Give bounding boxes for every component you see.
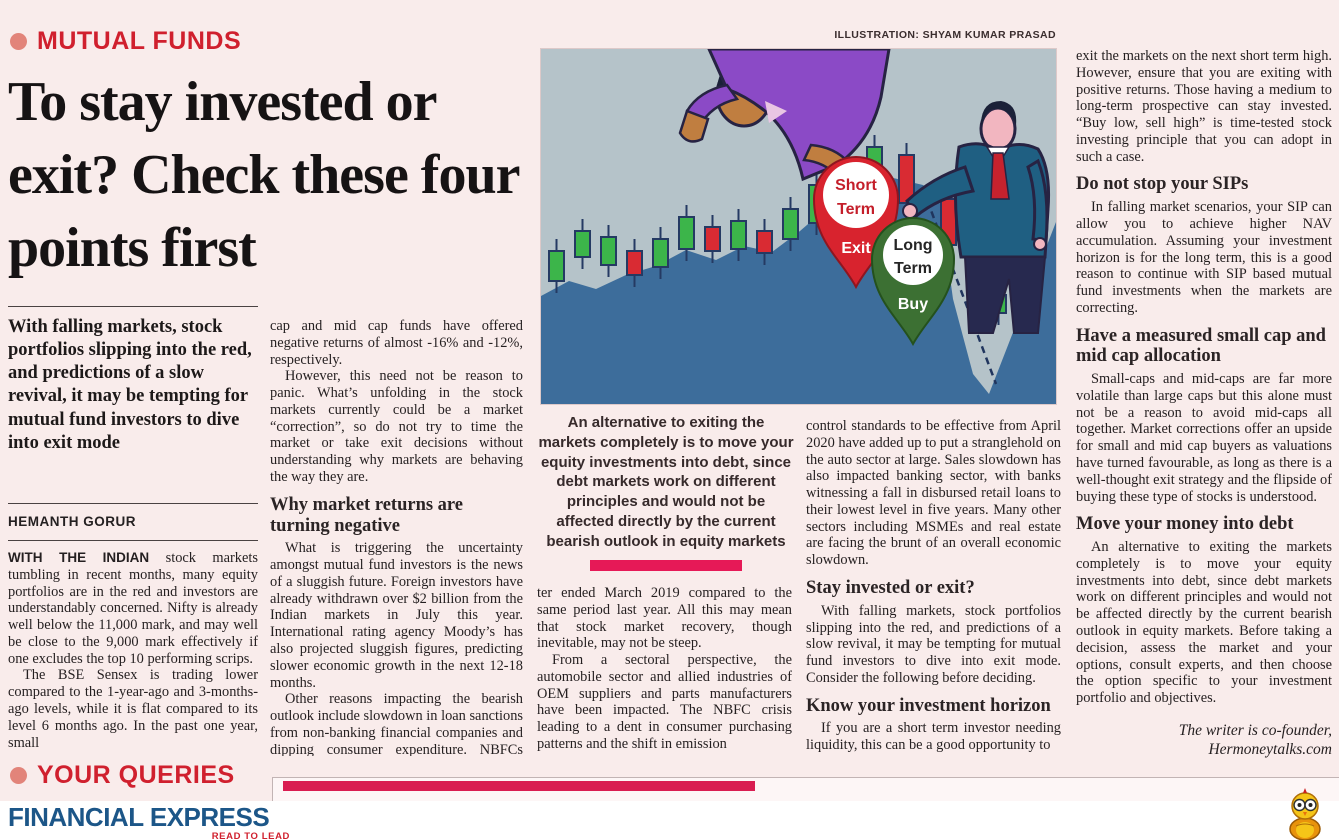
pin-text: Short bbox=[835, 177, 877, 194]
paragraph: What is triggering the uncertainty among… bbox=[270, 540, 523, 691]
article-column-5: exit the markets on the next short term … bbox=[1076, 48, 1332, 760]
paragraph: With falling markets, stock portfolios s… bbox=[806, 602, 1061, 686]
pin-text: Term bbox=[894, 260, 932, 277]
illustration: Short Term Exit Long Term Buy bbox=[540, 47, 1057, 405]
signoff-line: Hermoneytalks.com bbox=[1208, 741, 1332, 759]
queries-red-bar bbox=[283, 781, 755, 791]
paragraph: In falling market scenarios, your SIP ca… bbox=[1076, 199, 1332, 316]
queries-section-header: YOUR QUERIES bbox=[10, 761, 235, 790]
byline: HEMANTH GORUR bbox=[8, 514, 136, 529]
divider bbox=[8, 306, 258, 307]
leaning-investor-figure bbox=[678, 47, 891, 182]
section-bullet-icon bbox=[10, 767, 27, 784]
author-signoff: The writer is co-founder, Hermoneytalks.… bbox=[1076, 721, 1332, 760]
paragraph: Other reasons impacting the bearish outl… bbox=[270, 691, 523, 756]
paragraph: WITH THE INDIAN stock markets tumbling i… bbox=[8, 550, 258, 667]
subhead: Stay invested or exit? bbox=[806, 578, 975, 599]
section-header: MUTUAL FUNDS bbox=[10, 27, 241, 56]
lead-in: WITH THE INDIAN bbox=[8, 550, 150, 565]
headline: To stay invested or exit? Check these fo… bbox=[8, 71, 519, 279]
pin-text: Exit bbox=[841, 240, 871, 257]
paragraph: exit the markets on the next short term … bbox=[1076, 48, 1332, 165]
illustration-credit: ILLUSTRATION: SHYAM KUMAR PRASAD bbox=[834, 29, 1056, 41]
signoff-line: The writer is co-founder, bbox=[1178, 721, 1332, 739]
capture-meta: Tue, 13 August 2019 epaper.financialexpr… bbox=[296, 802, 661, 840]
long-term-buy-pin: Long Term Buy bbox=[870, 217, 956, 347]
pull-quote-caption: An alternative to exiting the markets co… bbox=[538, 414, 794, 550]
subhead: Why market returns are turning negative bbox=[270, 494, 464, 536]
subhead: Know your investment horizon bbox=[806, 695, 1051, 716]
section-bullet-icon bbox=[10, 33, 27, 50]
pin-text: Term bbox=[837, 201, 875, 218]
paragraph: An alternative to exiting the markets co… bbox=[1076, 539, 1332, 707]
article-column-1: WITH THE INDIAN stock markets tumbling i… bbox=[8, 550, 258, 756]
article-column-3: ter ended March 2019 compared to the sam… bbox=[537, 585, 792, 757]
section-label: MUTUAL FUNDS bbox=[37, 27, 242, 55]
brand-tagline: READ TO LEAD bbox=[211, 831, 290, 840]
paragraph: Small-caps and mid-caps are far more vol… bbox=[1076, 371, 1332, 505]
paragraph: However, this need not be reason to pani… bbox=[270, 368, 523, 486]
paragraph-text: stock markets tumbling in recent months,… bbox=[8, 550, 258, 667]
paragraph: The BSE Sensex is trading lower compared… bbox=[8, 667, 258, 751]
subhead: Do not stop your SIPs bbox=[1076, 174, 1249, 195]
subhead: Move your money into debt bbox=[1076, 514, 1294, 535]
article-column-2: cap and mid cap funds have offered negat… bbox=[270, 318, 523, 756]
paragraph: ter ended March 2019 compared to the sam… bbox=[537, 585, 792, 652]
queries-box bbox=[272, 777, 1339, 802]
pin-text: Buy bbox=[898, 296, 928, 313]
caption-underline-bar bbox=[590, 560, 742, 571]
paragraph: cap and mid cap funds have offered negat… bbox=[270, 318, 523, 368]
paragraph: If you are a short term investor needing… bbox=[806, 720, 1061, 754]
market-illustration-svg: Short Term Exit Long Term Buy bbox=[541, 47, 1056, 404]
businessman-figure bbox=[902, 101, 1050, 334]
footer: FINANCIAL EXPRESS READ TO LEAD Tue, 13 A… bbox=[0, 788, 1339, 840]
subhead: Have a measured small cap and mid cap al… bbox=[1076, 325, 1326, 367]
owl-mascot-icon bbox=[1289, 788, 1321, 840]
dashed-decline-line bbox=[921, 188, 998, 385]
divider bbox=[8, 540, 258, 541]
queries-label: YOUR QUERIES bbox=[37, 761, 235, 789]
paragraph: From a sectoral perspective, the automob… bbox=[537, 652, 792, 753]
pin-text: Long bbox=[893, 237, 932, 254]
article-column-4: control standards to be effective from A… bbox=[806, 418, 1061, 758]
divider bbox=[8, 503, 258, 504]
brand-name: FINANCIAL EXPRESS bbox=[8, 802, 270, 832]
standfirst: With falling markets, stock portfolios s… bbox=[8, 317, 252, 453]
financial-express-logo: FINANCIAL EXPRESS READ TO LEAD bbox=[8, 804, 290, 840]
paragraph: control standards to be effective from A… bbox=[806, 418, 1061, 569]
